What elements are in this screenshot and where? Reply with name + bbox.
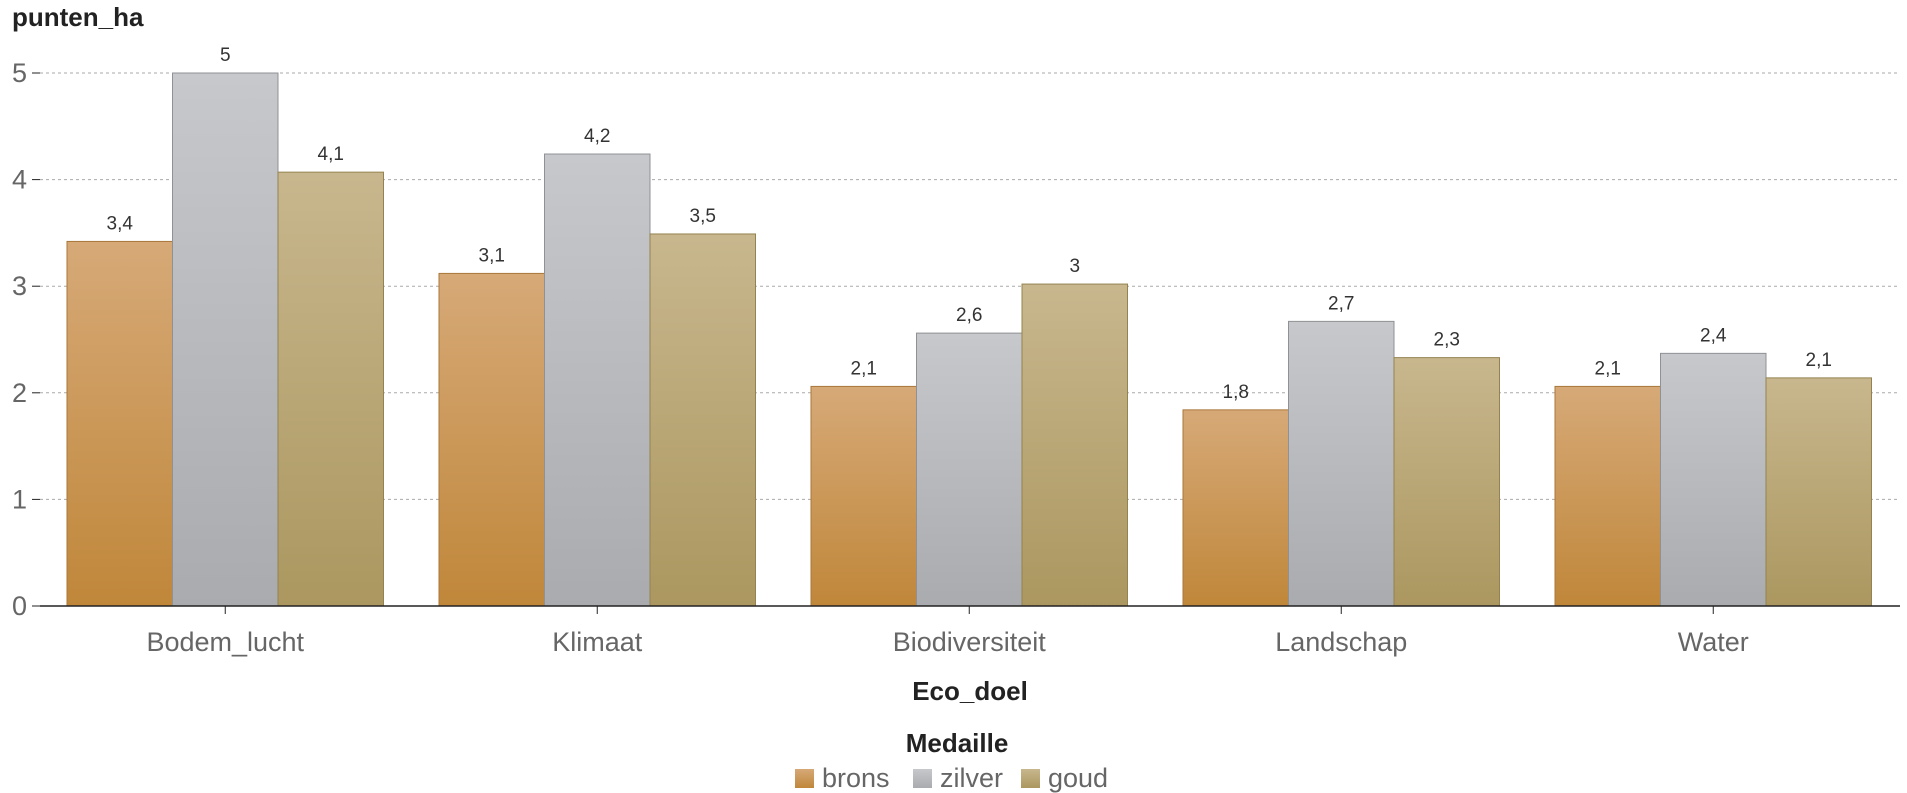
data-label: 1,8 <box>1223 382 1249 403</box>
bar-goud-landschap[interactable] <box>1393 357 1500 607</box>
data-label: 2,1 <box>1595 358 1621 379</box>
data-label: 2,1 <box>851 358 877 379</box>
y-axis-ticks: 0 1 2 3 4 5 <box>12 58 40 621</box>
y-tick-label: 4 <box>12 165 27 195</box>
bar-zilver-klimaat[interactable] <box>544 153 651 607</box>
y-axis-label: punten_ha <box>12 2 144 32</box>
legend-label-brons[interactable]: brons <box>822 763 890 793</box>
bar-brons-klimaat[interactable] <box>438 272 545 607</box>
data-label: 2,6 <box>956 305 982 326</box>
data-label: 4,1 <box>318 144 344 165</box>
y-tick-label: 0 <box>12 591 27 621</box>
data-label: 3,1 <box>479 245 505 266</box>
x-tick-label: Landschap <box>1275 627 1407 657</box>
bars <box>66 72 1872 607</box>
legend-label-zilver[interactable]: zilver <box>940 763 1003 793</box>
x-tick-label: Biodiversiteit <box>893 627 1047 657</box>
bar-brons-bodem_lucht[interactable] <box>66 240 173 607</box>
y-tick-label: 1 <box>12 484 27 514</box>
data-label: 3,5 <box>690 206 716 227</box>
bar-zilver-bodem_lucht[interactable] <box>172 72 279 607</box>
x-tick-label: Bodem_lucht <box>146 627 304 657</box>
bar-zilver-landschap[interactable] <box>1288 320 1395 607</box>
data-label: 3,4 <box>107 213 134 234</box>
data-label: 5 <box>220 45 231 66</box>
data-label: 2,3 <box>1434 330 1460 351</box>
data-label: 3 <box>1069 256 1080 277</box>
data-label: 2,4 <box>1700 325 1727 346</box>
bar-brons-landschap[interactable] <box>1182 409 1289 607</box>
legend[interactable]: brons zilver goud <box>795 763 1108 793</box>
bar-goud-biodiversiteit[interactable] <box>1021 283 1128 607</box>
x-tick-label: Klimaat <box>552 627 643 657</box>
legend-label-goud[interactable]: goud <box>1048 763 1108 793</box>
bar-brons-water[interactable] <box>1554 385 1661 607</box>
x-tick-label: Water <box>1678 627 1749 657</box>
bar-brons-biodiversiteit[interactable] <box>810 385 917 607</box>
legend-swatch-brons[interactable] <box>795 769 814 788</box>
bar-goud-bodem_lucht[interactable] <box>277 171 384 607</box>
y-tick-label: 2 <box>12 378 27 408</box>
bar-goud-water[interactable] <box>1765 377 1872 607</box>
bar-zilver-biodiversiteit[interactable] <box>916 332 1023 607</box>
x-axis-categories: Bodem_lucht Klimaat Biodiversiteit Landscha… <box>146 606 1749 657</box>
data-label: 4,2 <box>584 126 610 147</box>
bar-goud-klimaat[interactable] <box>649 233 756 607</box>
x-axis-label: Eco_doel <box>912 676 1028 706</box>
bar-zilver-water[interactable] <box>1660 352 1767 607</box>
data-labels: 3,4 5 4,1 3,1 4,2 3,5 2,1 2,6 3 1,8 2,7 2,3 2,1 2,4 2,… <box>107 45 1832 403</box>
legend-swatch-goud[interactable] <box>1021 769 1040 788</box>
legend-title: Medaille <box>906 728 1009 758</box>
y-tick-label: 3 <box>12 271 27 301</box>
legend-swatch-zilver[interactable] <box>913 769 932 788</box>
y-tick-label: 5 <box>12 58 27 88</box>
data-label: 2,7 <box>1328 293 1354 314</box>
data-label: 2,1 <box>1806 350 1832 371</box>
